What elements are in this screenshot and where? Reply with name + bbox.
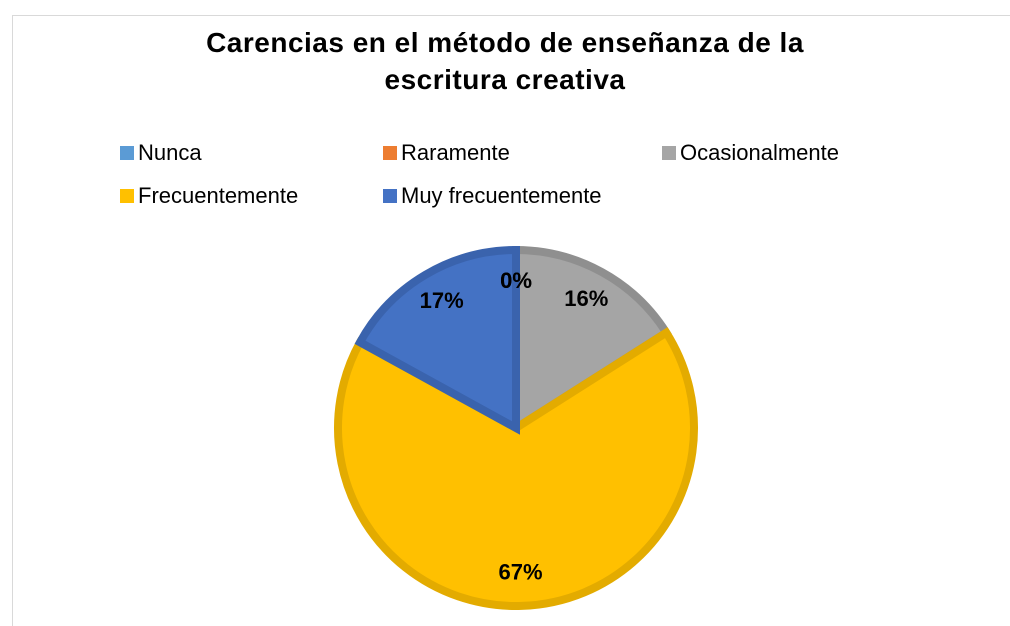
legend-label: Raramente bbox=[401, 140, 510, 165]
legend-swatch bbox=[383, 189, 397, 203]
pie-slice bbox=[354, 245, 520, 435]
legend-label: Frecuentemente bbox=[138, 183, 298, 208]
data-label: 17% bbox=[420, 288, 464, 313]
chart-frame bbox=[12, 15, 1010, 626]
legend-label: Muy frecuentemente bbox=[401, 183, 602, 208]
data-label: 0% bbox=[500, 268, 532, 293]
data-label: 0% bbox=[500, 268, 532, 293]
legend-label: Ocasionalmente bbox=[680, 140, 839, 165]
pie-slice bbox=[512, 245, 672, 436]
data-label: 16% bbox=[564, 286, 608, 311]
legend-swatch bbox=[662, 146, 676, 160]
legend-swatch bbox=[120, 146, 134, 160]
chart-title: Carencias en el método de enseñanza de l… bbox=[206, 27, 804, 95]
pie-slice bbox=[334, 327, 698, 610]
legend-swatch bbox=[120, 189, 134, 203]
legend-swatch bbox=[383, 146, 397, 160]
data-label: 67% bbox=[499, 560, 543, 585]
legend-label: Nunca bbox=[138, 140, 202, 165]
